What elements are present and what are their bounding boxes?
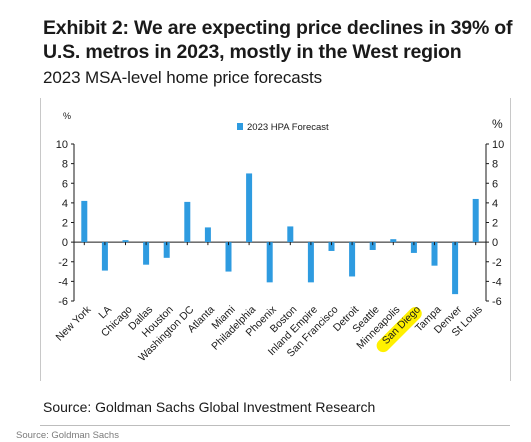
bar bbox=[101, 242, 108, 271]
bar bbox=[287, 226, 294, 243]
y-tick-label-right: -6 bbox=[492, 296, 502, 308]
y-tick-label-right: 2 bbox=[492, 218, 498, 230]
y-tick-label-left: 10 bbox=[56, 139, 68, 151]
y-tick-label-right: 0 bbox=[492, 237, 498, 249]
y-tick-label-left: 4 bbox=[62, 198, 68, 210]
chart-subtitle: 2023 MSA-level home price forecasts bbox=[43, 68, 323, 87]
bar bbox=[307, 242, 314, 283]
bar bbox=[204, 227, 211, 243]
y-tick-label-right: -4 bbox=[492, 276, 502, 288]
y-tick-label-left: 0 bbox=[62, 237, 68, 249]
y-tick-label-left: 2 bbox=[62, 218, 68, 230]
bar bbox=[81, 200, 88, 243]
y-tick-label-left: -4 bbox=[58, 276, 68, 288]
highlight-marker bbox=[376, 307, 422, 353]
bar-chart: %% 2023 HPA Forecast -6 -6 -4 -4 -2 -2 0 0 2 2 4 4 6 6 8… bbox=[54, 111, 505, 364]
y-tick-label-left: -2 bbox=[58, 257, 68, 269]
bar bbox=[452, 242, 459, 295]
y-tick-label-right: 4 bbox=[492, 198, 498, 210]
bar bbox=[246, 173, 253, 243]
y-tick-label-right: 10 bbox=[492, 139, 504, 151]
y-axis-unit-right: % bbox=[492, 117, 503, 131]
bar bbox=[143, 242, 150, 265]
bar bbox=[390, 239, 397, 243]
y-tick-label-right: -2 bbox=[492, 257, 502, 269]
bar bbox=[328, 242, 335, 251]
bar bbox=[163, 242, 170, 258]
y-tick-label-right: 8 bbox=[492, 159, 498, 171]
legend-label: 2023 HPA Forecast bbox=[247, 122, 329, 133]
bar bbox=[349, 242, 356, 277]
y-tick-label-left: -6 bbox=[58, 296, 68, 308]
bar bbox=[369, 242, 376, 250]
footnote: Source: Goldman Sachs bbox=[16, 430, 119, 441]
chart-frame: %% 2023 HPA Forecast -6 -6 -4 -4 -2 -2 0 0 2 2 4 4 6 6 8… bbox=[40, 98, 511, 381]
y-tick-label-right: 6 bbox=[492, 178, 498, 190]
y-tick-label-left: 6 bbox=[62, 178, 68, 190]
source-note: Source: Goldman Sachs Global Investment … bbox=[43, 399, 376, 415]
chart-title: Exhibit 2: We are expecting price declin… bbox=[43, 17, 513, 63]
x-tick-label: New York bbox=[54, 303, 94, 343]
bar bbox=[266, 242, 273, 283]
bar bbox=[431, 242, 438, 266]
divider bbox=[40, 425, 510, 426]
legend-swatch bbox=[237, 123, 243, 130]
bar bbox=[410, 242, 417, 253]
bar bbox=[225, 242, 232, 272]
bar bbox=[122, 240, 129, 243]
bar bbox=[472, 198, 479, 243]
bar bbox=[184, 201, 191, 243]
y-axis-unit-left: % bbox=[63, 111, 71, 121]
y-tick-label-left: 8 bbox=[62, 159, 68, 171]
